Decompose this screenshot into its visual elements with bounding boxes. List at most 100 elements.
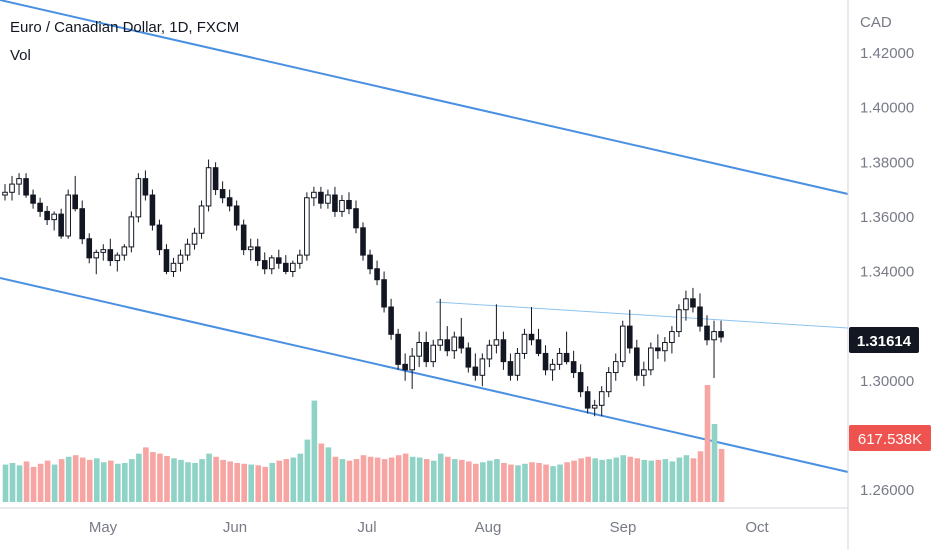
x-tick-label: Jun [223,519,247,536]
candle-body [156,224,163,251]
volume-bar [44,460,51,502]
volume-bar [297,453,304,502]
candle-body [556,352,563,365]
volume-bar [592,458,598,502]
volume-bar [466,461,472,502]
volume-bar [662,459,669,502]
y-tick-label: 1.30000 [860,373,914,390]
candle-body [626,325,633,349]
candle-body [135,178,142,218]
candle-body [444,339,451,352]
symbol-title[interactable]: Euro / Canadian Dollar, 1D, FXCM [10,19,240,36]
volume-bar [402,453,409,502]
candle-body [711,331,717,341]
volume-bar [157,453,163,502]
candle-body [409,355,415,371]
volume-bar [227,461,233,502]
candle-body [332,194,338,212]
volume-bar [480,462,486,502]
candle-body [297,254,303,264]
volume-bar [620,455,627,502]
last-price-label: 1.31614 [849,327,919,353]
x-tick-label: Jul [357,519,376,536]
candle-body [507,361,514,376]
last-price-text: 1.31614 [857,333,912,350]
neckline[interactable] [435,301,849,329]
candle-body [254,246,261,262]
volume-bar [241,463,247,502]
volume-bar [571,460,577,502]
candle-body [605,372,612,393]
volume-bar [206,453,212,502]
candle-body [247,246,254,251]
candle-body [37,202,43,212]
candle-body [416,342,422,357]
candle-body [275,257,282,264]
y-tick-label: 1.34000 [860,264,914,281]
channel-layer [0,0,849,473]
volume-bar [129,459,135,502]
channel-lower-line[interactable] [0,277,849,473]
volume-bar [150,452,156,502]
volume-bar [683,455,690,502]
candle-body [465,347,472,368]
x-tick-label: Sep [610,519,637,536]
volume-bar [522,463,528,502]
volume-bar [409,456,416,502]
price-axis[interactable]: 1.42000 1.40000 1.38000 1.36000 1.34000 1.300… [860,45,914,499]
volume-bar [100,462,107,502]
time-axis[interactable]: May Jun Jul Aug Sep Oct [89,519,770,536]
volume-bar [543,464,549,502]
volume-bar [599,459,605,502]
candle-body [86,238,93,259]
candle-body [283,262,289,272]
volume-bar [122,463,128,502]
volume-bar [143,447,149,502]
volume-bar [79,457,86,502]
candle-body [346,199,352,210]
candle-body [697,306,703,327]
candle-body [212,167,219,191]
candle-body [9,183,15,193]
volume-bar [564,462,570,502]
volume-bar [494,459,500,502]
volume-bar [93,458,100,502]
y-tick-label: 1.40000 [860,100,914,117]
candle-body [402,363,408,371]
candle-body [528,333,535,341]
volume-bar [718,448,725,502]
volume-bar [697,451,704,502]
candle-body [662,342,668,352]
volume-bar [515,465,521,502]
volume-bar [72,455,79,502]
candle-body [184,243,191,256]
volume-bar [339,459,346,502]
volume-bar [367,456,374,502]
volume-bar [613,457,620,502]
candle-body [198,205,205,234]
channel-upper-line[interactable] [0,0,849,195]
candle-body [634,347,640,376]
candle-body [612,361,619,374]
y-tick-label: 1.38000 [860,154,914,171]
volume-bar [423,459,430,502]
volume-bar [473,463,479,502]
candle-body [205,167,212,207]
candle-body [591,404,598,409]
candle-body [486,344,493,360]
candle-body [395,333,401,365]
candle-body [374,268,380,281]
volume-bar [381,459,388,502]
volume-bar [171,458,177,502]
volume-bar [451,459,458,502]
volume-bar [108,460,114,502]
candle-body [437,339,444,346]
volume-bar [332,456,339,502]
volume-bar [487,460,493,502]
candle-body [619,325,626,363]
volume-bar [634,458,641,502]
candle-body [311,191,317,199]
volume-bar [51,464,58,502]
volume-indicator-label[interactable]: Vol [10,47,31,64]
